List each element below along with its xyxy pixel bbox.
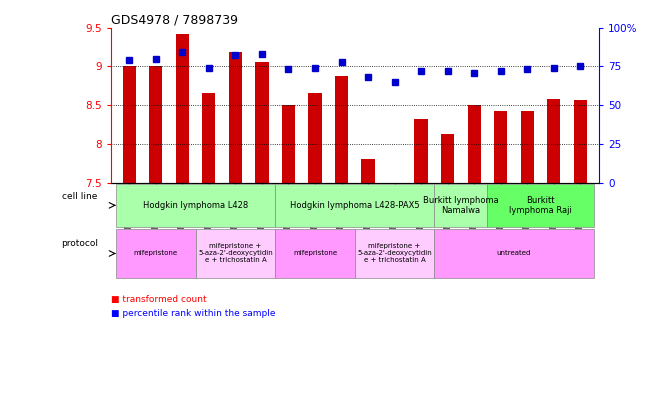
Bar bbox=[547, 99, 561, 183]
Bar bbox=[521, 111, 534, 183]
Bar bbox=[309, 94, 322, 183]
Text: GDS4978 / 7898739: GDS4978 / 7898739 bbox=[111, 13, 238, 26]
Bar bbox=[202, 94, 215, 183]
Bar bbox=[255, 62, 269, 183]
Bar bbox=[494, 111, 507, 183]
Text: untreated: untreated bbox=[497, 250, 531, 257]
Bar bbox=[488, 184, 594, 227]
Bar bbox=[574, 100, 587, 183]
Bar bbox=[149, 66, 162, 183]
Bar bbox=[282, 105, 295, 183]
Text: ■ transformed count: ■ transformed count bbox=[111, 295, 206, 304]
Bar bbox=[361, 160, 375, 183]
Bar bbox=[275, 184, 434, 227]
Bar bbox=[434, 229, 594, 278]
Bar bbox=[441, 134, 454, 183]
Text: mifepristone: mifepristone bbox=[293, 250, 337, 257]
Text: Hodgkin lymphoma L428-PAX5: Hodgkin lymphoma L428-PAX5 bbox=[290, 201, 420, 210]
Bar bbox=[275, 229, 355, 278]
Bar bbox=[415, 119, 428, 183]
Bar bbox=[116, 184, 275, 227]
Bar bbox=[122, 66, 136, 183]
Text: cell line: cell line bbox=[62, 192, 98, 201]
Text: mifepristone +
5-aza-2'-deoxycytidin
e + trichostatin A: mifepristone + 5-aza-2'-deoxycytidin e +… bbox=[198, 244, 273, 263]
Bar bbox=[467, 105, 481, 183]
Bar bbox=[335, 75, 348, 183]
Bar bbox=[195, 229, 275, 278]
Bar bbox=[355, 229, 434, 278]
Text: ■ percentile rank within the sample: ■ percentile rank within the sample bbox=[111, 309, 275, 318]
Text: mifepristone: mifepristone bbox=[133, 250, 178, 257]
Text: Burkitt lymphoma
Namalwa: Burkitt lymphoma Namalwa bbox=[423, 196, 499, 215]
Bar bbox=[229, 52, 242, 183]
Bar bbox=[176, 34, 189, 183]
Text: protocol: protocol bbox=[61, 239, 98, 248]
Text: mifepristone +
5-aza-2'-deoxycytidin
e + trichostatin A: mifepristone + 5-aza-2'-deoxycytidin e +… bbox=[357, 244, 432, 263]
Bar bbox=[116, 229, 195, 278]
Text: Burkitt
lymphoma Raji: Burkitt lymphoma Raji bbox=[509, 196, 572, 215]
Bar bbox=[434, 184, 488, 227]
Text: Hodgkin lymphoma L428: Hodgkin lymphoma L428 bbox=[143, 201, 248, 210]
